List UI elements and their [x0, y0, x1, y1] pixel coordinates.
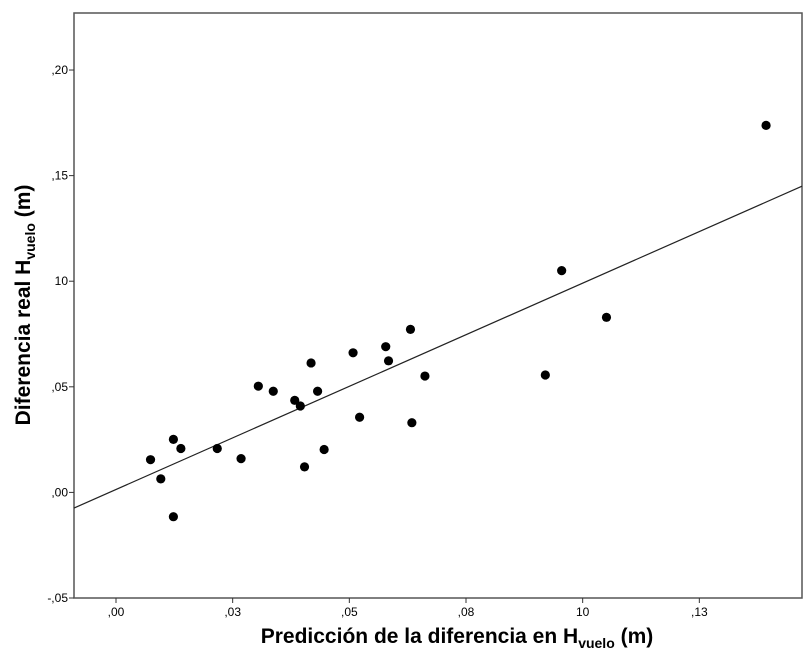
y-tick-label: 10 [55, 274, 69, 288]
x-tick-label: ,03 [224, 605, 241, 619]
y-tick-label: -,05 [47, 591, 68, 605]
y-axis: -,05 ,00 ,05 10 ,15 ,20 [47, 63, 74, 605]
data-point [156, 474, 166, 484]
data-point [168, 512, 178, 522]
x-axis-title-main: Predicción de la diferencia en H [261, 625, 578, 648]
data-point [168, 434, 178, 444]
data-point [319, 444, 329, 455]
x-axis-title: Predicción de la diferencia en Hvuelo (m… [261, 625, 654, 651]
regression-line-group [73, 185, 803, 509]
data-point [306, 358, 316, 368]
data-point [313, 386, 323, 396]
y-tick-label: ,00 [51, 485, 68, 499]
data-points [145, 120, 771, 522]
data-point [212, 443, 222, 454]
x-tick-label: ,13 [691, 605, 708, 619]
y-axis-title-main: Diferencia real H [12, 260, 35, 426]
data-point [236, 454, 246, 464]
x-tick-label: ,00 [108, 605, 125, 619]
data-point [761, 120, 771, 130]
y-tick-label: ,05 [51, 380, 68, 394]
data-point [290, 395, 300, 405]
data-point [355, 412, 365, 422]
data-point [268, 386, 278, 396]
data-point [405, 324, 416, 334]
data-point [253, 381, 263, 391]
data-point [557, 266, 567, 276]
data-point [383, 356, 394, 366]
data-point [601, 312, 612, 322]
y-axis-title: Diferencia real Hvuelo (m) [12, 185, 38, 426]
plot-frame [73, 12, 803, 599]
data-point [176, 443, 186, 454]
regression-line [73, 185, 803, 509]
data-point [299, 462, 310, 472]
x-axis-title-unit: (m) [615, 625, 654, 648]
data-point [407, 418, 417, 428]
y-tick-label: ,15 [51, 169, 68, 183]
y-axis-title-subscript: vuelo [22, 223, 38, 260]
data-point [381, 342, 391, 352]
x-tick-label: ,08 [458, 605, 475, 619]
data-point [420, 371, 430, 381]
data-point [348, 348, 358, 358]
data-point [295, 401, 305, 411]
y-axis-title-unit: (m) [12, 185, 35, 224]
plot-area [73, 12, 803, 599]
data-point [540, 370, 550, 380]
data-point [145, 455, 156, 465]
x-tick-label: ,05 [341, 605, 358, 619]
x-tick-label: 10 [576, 605, 590, 619]
y-tick-label: ,20 [51, 63, 68, 77]
x-axis-title-subscript: vuelo [578, 635, 615, 651]
x-axis: ,00 ,03 ,05 ,08 10 ,13 [108, 598, 708, 619]
